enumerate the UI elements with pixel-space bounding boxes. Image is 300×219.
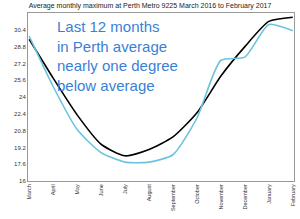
- svg-text:November: November: [218, 184, 224, 210]
- svg-text:March: March: [26, 184, 32, 199]
- svg-text:August: August: [146, 184, 152, 202]
- svg-text:January: January: [266, 184, 272, 204]
- svg-text:June: June: [98, 184, 104, 196]
- svg-text:25.6: 25.6: [14, 77, 26, 83]
- svg-text:July: July: [122, 184, 128, 194]
- svg-text:September: September: [170, 184, 176, 211]
- svg-text:24: 24: [19, 94, 26, 100]
- svg-text:27.2: 27.2: [14, 61, 26, 67]
- svg-text:Last 12 monthsin Perth average: Last 12 monthsin Perth averagenearly one…: [57, 18, 178, 94]
- svg-text:Average monthly maximum at Per: Average monthly maximum at Perth Metro 9…: [29, 2, 272, 10]
- svg-text:April: April: [50, 184, 56, 195]
- svg-text:19.2: 19.2: [14, 145, 26, 151]
- svg-text:30.4: 30.4: [14, 27, 26, 33]
- svg-text:May: May: [74, 184, 80, 195]
- svg-text:October: October: [194, 184, 200, 204]
- svg-text:December: December: [242, 184, 248, 210]
- svg-text:February: February: [290, 184, 296, 206]
- svg-text:22.4: 22.4: [14, 111, 26, 117]
- svg-text:17.6: 17.6: [14, 161, 26, 167]
- svg-text:28.8: 28.8: [14, 44, 26, 50]
- svg-text:16: 16: [19, 178, 26, 184]
- svg-text:20.8: 20.8: [14, 128, 26, 134]
